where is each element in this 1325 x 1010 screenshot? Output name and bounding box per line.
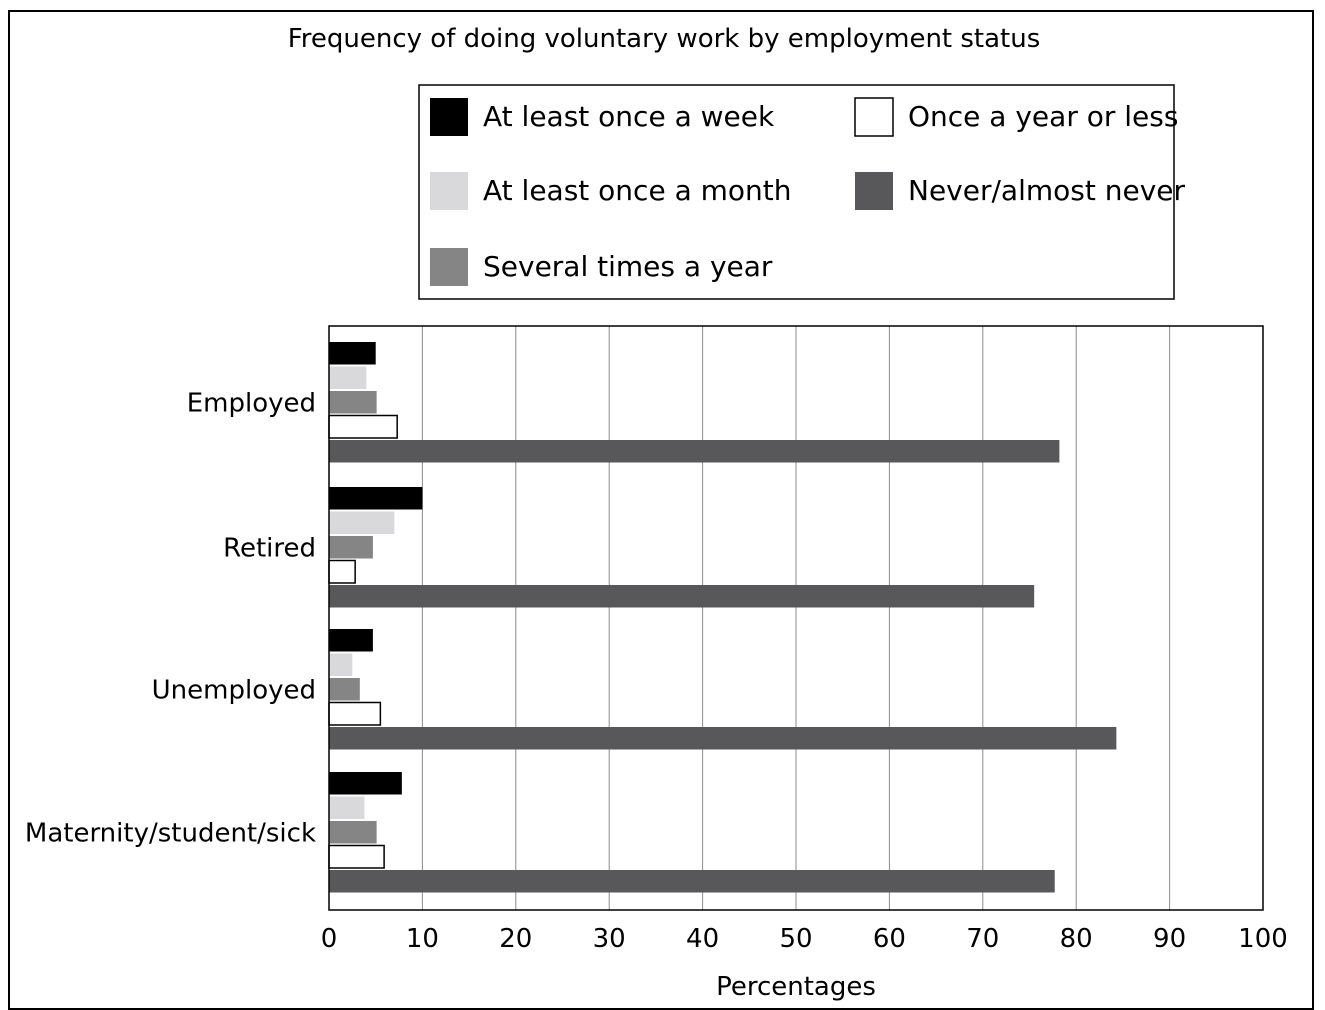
x-tick-label: 30 <box>593 924 626 954</box>
legend-label: Several times a year <box>483 250 773 283</box>
bar <box>329 796 365 819</box>
x-axis-ticks: 0 10 20 30 40 50 60 70 80 90 100 <box>321 924 1288 954</box>
category-label: Employed <box>187 388 316 418</box>
x-tick-label: 90 <box>1153 924 1186 954</box>
legend-swatch <box>854 97 894 137</box>
x-tick-label: 40 <box>686 924 719 954</box>
legend-swatch <box>430 248 468 286</box>
bar <box>329 391 377 414</box>
x-tick-label: 10 <box>406 924 439 954</box>
bar <box>329 585 1035 608</box>
bar <box>328 559 356 584</box>
legend-label: At least once a month <box>483 174 792 207</box>
legend: At least once a week At least once a mont… <box>418 84 1185 300</box>
bar <box>329 366 367 389</box>
gridlines <box>421 326 1171 910</box>
bar <box>328 701 382 726</box>
legend-box <box>418 84 1175 300</box>
chart-title: Frequency of doing voluntary work by emp… <box>288 24 1041 54</box>
x-tick-label: 50 <box>779 924 812 954</box>
x-axis-label: Percentages <box>716 972 876 1002</box>
x-tick-label: 80 <box>1060 924 1093 954</box>
bar <box>329 536 373 559</box>
bar <box>329 653 353 676</box>
bar <box>329 870 1055 893</box>
bar <box>329 342 376 365</box>
bar <box>329 821 377 844</box>
bar <box>328 844 385 869</box>
plot-area: 0 10 20 30 40 50 60 70 80 90 100 Employed Retired Un… <box>25 325 1288 954</box>
category-label: Unemployed <box>152 675 316 705</box>
category-labels: Employed Retired Unemployed Maternity/stude… <box>25 388 316 848</box>
x-tick-label: 20 <box>499 924 532 954</box>
category-label: Retired <box>223 533 316 563</box>
legend-label: Once a year or less <box>908 100 1178 133</box>
category-label: Maternity/student/sick <box>25 818 316 848</box>
bars <box>328 342 1117 893</box>
legend-swatch <box>430 98 468 136</box>
legend-swatch <box>855 172 893 210</box>
bar <box>329 772 402 795</box>
bar <box>329 440 1060 463</box>
bar <box>329 629 373 652</box>
x-tick-label: 70 <box>966 924 999 954</box>
legend-label: Never/almost never <box>908 174 1185 207</box>
bar <box>329 678 360 701</box>
bar <box>329 727 1117 750</box>
bar <box>328 414 398 439</box>
legend-swatch <box>430 172 468 210</box>
bar <box>329 487 423 510</box>
plot-border <box>328 325 1264 911</box>
x-tick-label: 100 <box>1238 924 1288 954</box>
x-tick-label: 60 <box>873 924 906 954</box>
legend-label: At least once a week <box>483 100 775 133</box>
x-tick-label: 0 <box>321 924 338 954</box>
bar <box>329 511 395 534</box>
